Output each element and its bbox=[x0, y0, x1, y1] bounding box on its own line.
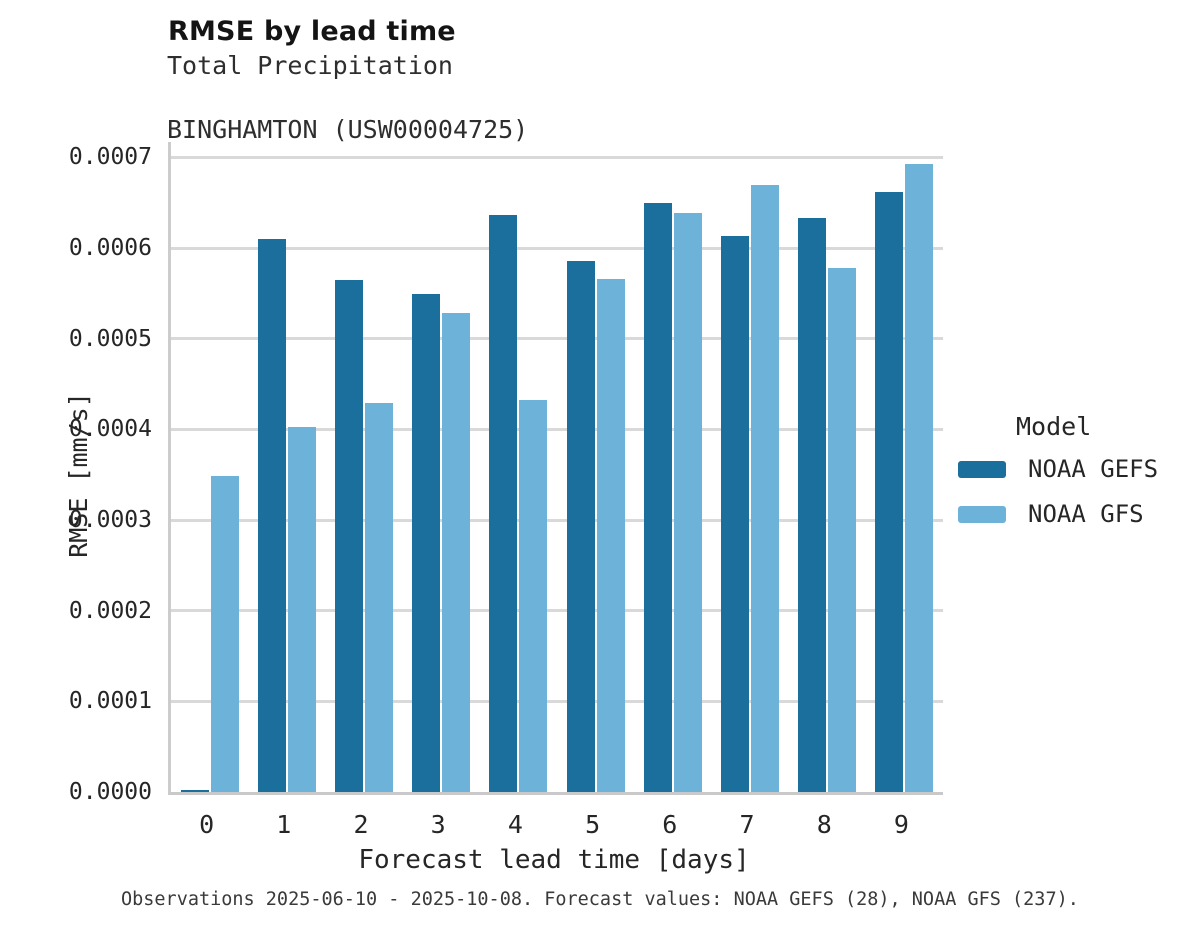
bar-noaa-gefs-lead-5 bbox=[566, 260, 595, 792]
legend-label: NOAA GFS bbox=[1028, 500, 1144, 528]
bar-noaa-gfs-lead-5 bbox=[596, 278, 625, 792]
bar-noaa-gefs-lead-0 bbox=[180, 789, 209, 792]
legend-entries: NOAA GEFS NOAA GFS bbox=[958, 455, 1173, 528]
x-axis-label: Forecast lead time [days] bbox=[358, 845, 750, 875]
chart-title: RMSE by lead time bbox=[168, 16, 456, 47]
bar-group-lead-7 bbox=[711, 142, 788, 792]
x-tick-label: 5 bbox=[585, 810, 601, 839]
x-tick-label: 9 bbox=[893, 810, 909, 839]
chart-subtitle-line2: BINGHAMTON (USW00004725) bbox=[167, 115, 529, 144]
bar-noaa-gefs-lead-4 bbox=[489, 214, 518, 792]
y-tick-label: 0.0005 bbox=[68, 325, 152, 352]
bar-group-lead-8 bbox=[789, 142, 866, 792]
bar-group-lead-9 bbox=[866, 142, 943, 792]
gridline bbox=[171, 699, 943, 703]
y-tick-label: 0.0007 bbox=[68, 144, 152, 171]
y-tick-label: 0.0000 bbox=[68, 779, 152, 805]
y-tick-label: 0.0004 bbox=[68, 416, 152, 443]
bar-noaa-gfs-lead-3 bbox=[442, 313, 471, 792]
x-tick-label: 0 bbox=[199, 810, 215, 839]
bar-noaa-gfs-lead-9 bbox=[905, 163, 934, 792]
bar-noaa-gefs-lead-1 bbox=[257, 239, 286, 792]
chart-subtitle: Total Precipitation BINGHAMTON (USW00004… bbox=[167, 50, 528, 146]
x-tick-label: 1 bbox=[276, 810, 292, 839]
bar-noaa-gefs-lead-7 bbox=[721, 236, 750, 792]
bar-noaa-gefs-lead-8 bbox=[798, 218, 827, 792]
y-tick-label: 0.0006 bbox=[68, 235, 152, 262]
bar-group-lead-5 bbox=[557, 142, 634, 792]
gridline bbox=[171, 609, 943, 613]
y-tick-label: 0.0002 bbox=[68, 597, 152, 624]
legend-entry: NOAA GEFS bbox=[958, 455, 1173, 483]
gridline bbox=[171, 337, 943, 341]
x-tick-labels: 0 1 2 3 4 5 6 7 8 9 bbox=[168, 810, 940, 839]
bar-groups bbox=[171, 142, 943, 792]
bar-noaa-gfs-lead-4 bbox=[519, 400, 548, 792]
y-tick-label: 0.0001 bbox=[68, 688, 152, 715]
legend-label: NOAA GEFS bbox=[1028, 455, 1159, 483]
bar-noaa-gfs-lead-8 bbox=[828, 268, 857, 792]
x-tick-label: 7 bbox=[739, 810, 755, 839]
chart-subtitle-line1: Total Precipitation bbox=[167, 51, 453, 80]
bar-noaa-gfs-lead-6 bbox=[673, 212, 702, 792]
x-tick-label: 4 bbox=[507, 810, 523, 839]
legend: Model NOAA GEFS NOAA GFS bbox=[958, 412, 1173, 545]
legend-swatch-noaa-gfs bbox=[958, 505, 1006, 523]
plot-area bbox=[168, 142, 943, 795]
bar-group-lead-6 bbox=[634, 142, 711, 792]
gridline bbox=[171, 246, 943, 250]
gridline bbox=[171, 155, 943, 159]
bar-group-lead-3 bbox=[403, 142, 480, 792]
x-tick-label: 6 bbox=[662, 810, 678, 839]
legend-title: Model bbox=[1016, 412, 1092, 441]
bar-noaa-gefs-lead-2 bbox=[335, 279, 363, 792]
bar-noaa-gefs-lead-6 bbox=[643, 202, 672, 792]
grid-layer bbox=[171, 142, 943, 792]
bar-noaa-gfs-lead-2 bbox=[365, 403, 393, 792]
bar-noaa-gfs-lead-7 bbox=[751, 184, 780, 792]
x-tick-label: 2 bbox=[353, 810, 369, 839]
x-tick-label: 8 bbox=[816, 810, 832, 839]
footer-caption: Observations 2025-06-10 - 2025-10-08. Fo… bbox=[121, 889, 1079, 910]
bar-group-lead-2 bbox=[325, 142, 402, 792]
legend-swatch-noaa-gefs bbox=[958, 460, 1006, 478]
y-tick-label: 0.0003 bbox=[68, 507, 152, 534]
bar-noaa-gfs-lead-1 bbox=[287, 426, 316, 792]
bar-group-lead-4 bbox=[480, 142, 557, 792]
bar-group-lead-0 bbox=[171, 142, 248, 792]
bar-noaa-gefs-lead-9 bbox=[875, 191, 904, 792]
bar-noaa-gefs-lead-3 bbox=[412, 294, 441, 792]
legend-entry: NOAA GFS bbox=[958, 500, 1173, 528]
bar-noaa-gfs-lead-0 bbox=[210, 475, 239, 792]
y-tick-labels: 0.0000 0.0001 0.0002 0.0003 0.0004 0.0005 0.00… bbox=[0, 142, 152, 804]
gridline bbox=[171, 518, 943, 522]
gridline bbox=[171, 427, 943, 431]
x-tick-label: 3 bbox=[430, 810, 446, 839]
bar-group-lead-1 bbox=[248, 142, 325, 792]
